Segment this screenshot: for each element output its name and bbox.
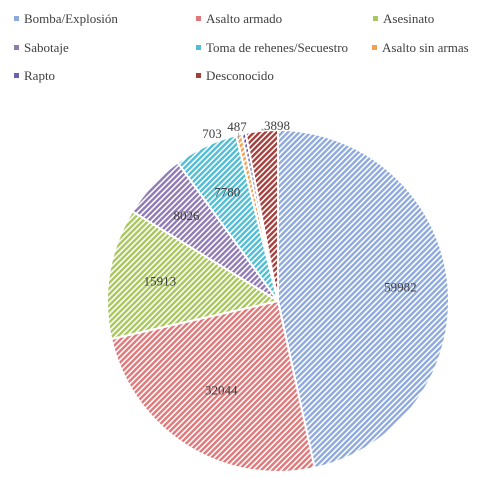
legend-label-asalto-armado: Asalto armado	[206, 11, 282, 26]
legend-swatch-asalto-sin-armas	[372, 45, 377, 50]
legend-swatch-toma-rehenes	[196, 45, 201, 50]
legend-label-sabotaje: Sabotaje	[24, 40, 69, 55]
legend-label-asesinato: Asesinato	[383, 11, 434, 26]
legend-item-asalto-armado: Asalto armado	[196, 11, 282, 26]
data-label-toma-rehenes: 7780	[214, 185, 240, 200]
legend-label-rapto: Rapto	[24, 68, 55, 83]
legend-item-desconocido: Desconocido	[196, 68, 274, 83]
legend-swatch-rapto	[14, 73, 19, 78]
legend-item-bomba: Bomba/Explosión	[14, 11, 118, 26]
legend-label-desconocido: Desconocido	[206, 68, 274, 83]
data-label-rapto: 487	[227, 119, 247, 134]
legend-swatch-sabotaje	[14, 45, 19, 50]
pie-slice-asesinato	[106, 209, 281, 341]
data-label-desconocido: 3898	[264, 118, 290, 133]
data-label-sabotaje: 8026	[174, 208, 201, 223]
legend-item-sabotaje: Sabotaje	[14, 40, 69, 55]
pie-slice-desconocido	[244, 128, 279, 302]
data-label-asesinato: 15913	[144, 274, 177, 289]
data-label-asalto-armado: 32044	[205, 383, 238, 398]
data-label-bomba: 59982	[384, 280, 417, 295]
legend-item-asesinato: Asesinato	[373, 11, 434, 26]
legend-swatch-asalto-armado	[196, 16, 201, 21]
leader-lines	[237, 128, 266, 139]
legend-item-asalto-sin-armas: Asalto sin armas	[372, 40, 469, 55]
legend-swatch-asesinato	[373, 16, 378, 21]
legend-item-toma-rehenes: Toma de rehenes/Secuestro	[196, 40, 348, 55]
legend-swatch-bomba	[14, 16, 19, 21]
data-label-asalto-sin-armas: 703	[202, 126, 222, 141]
legend-label-bomba: Bomba/Explosión	[24, 11, 118, 26]
leader-line-desconocido	[261, 128, 266, 131]
legend-label-asalto-sin-armas: Asalto sin armas	[382, 40, 469, 55]
pie-slice-asalto-armado	[110, 299, 316, 473]
legend: Bomba/Explosión Asalto armado Asesinato …	[14, 11, 469, 83]
legend-swatch-desconocido	[196, 73, 201, 78]
legend-label-toma-rehenes: Toma de rehenes/Secuestro	[206, 40, 348, 55]
pie-slices	[106, 128, 450, 473]
legend-item-rapto: Rapto	[14, 68, 55, 83]
pie-slice-bomba	[277, 128, 450, 470]
data-labels: 59982 32044 15913 8026 7780 703 487 3898	[144, 118, 417, 398]
